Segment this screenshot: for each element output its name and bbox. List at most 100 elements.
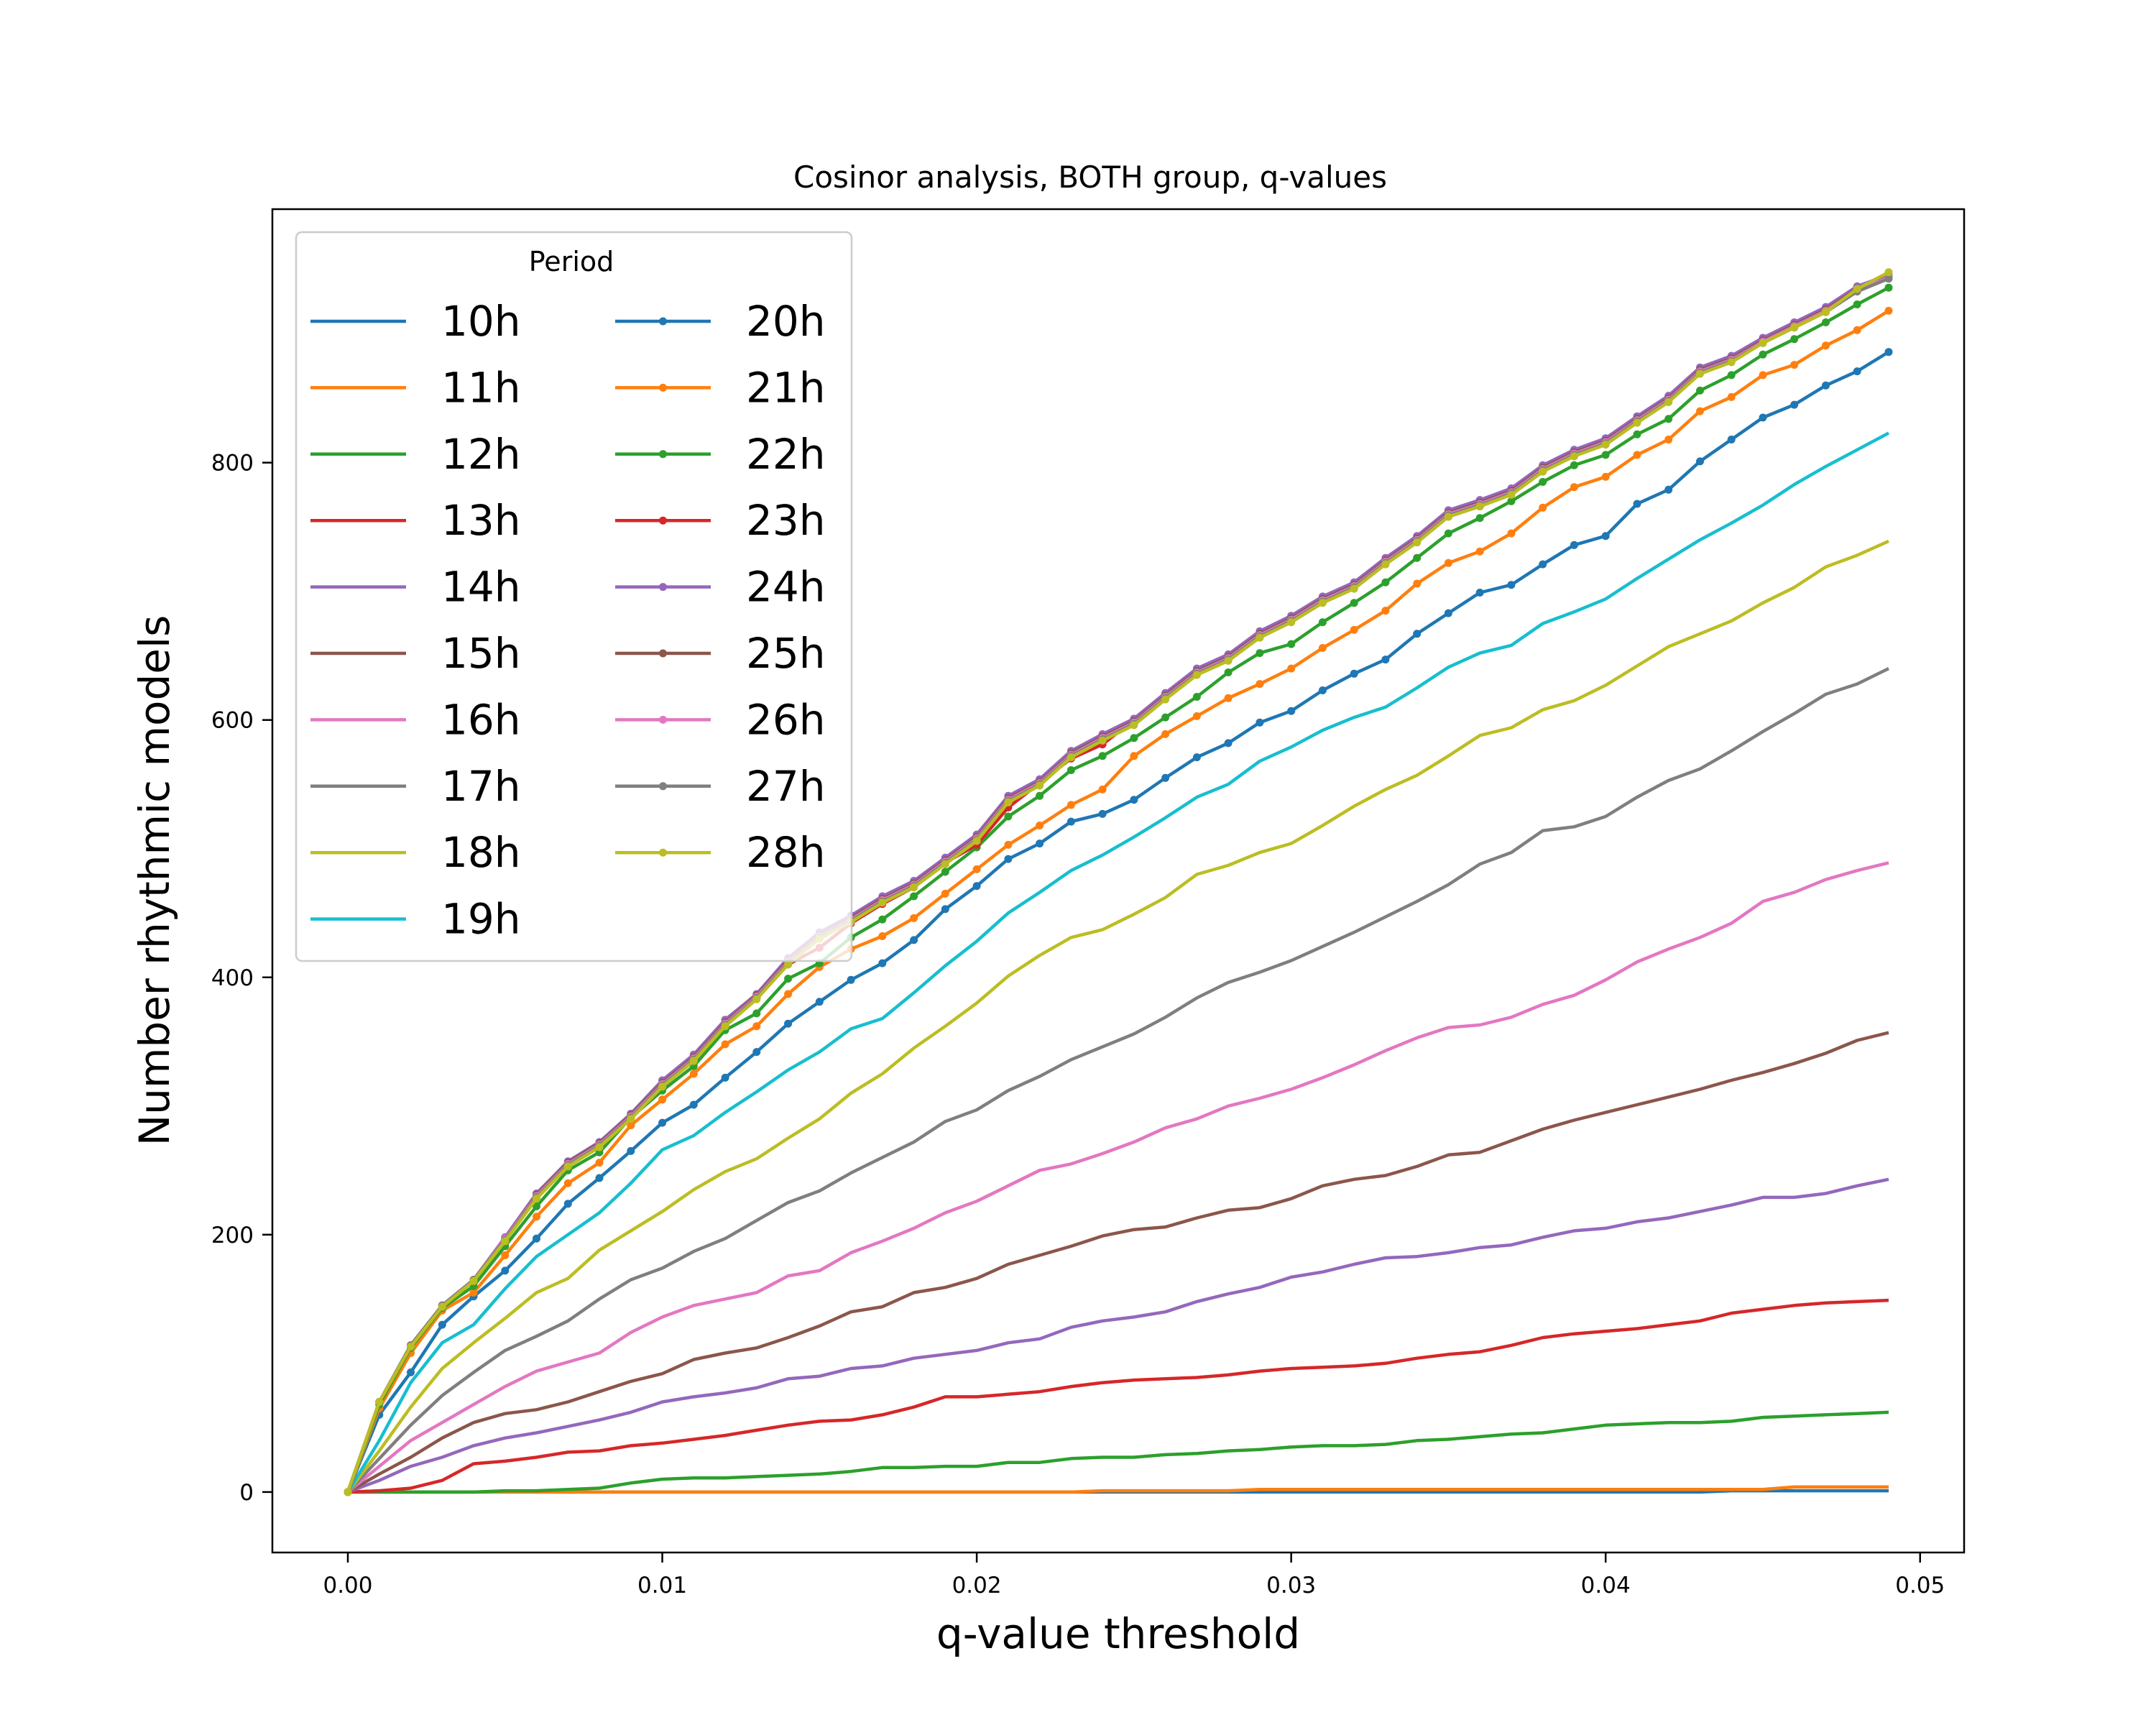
data-point	[1318, 618, 1327, 627]
data-point	[438, 1302, 446, 1311]
legend-label: 17h	[441, 762, 521, 811]
legend-item-27h: 27h	[615, 762, 826, 811]
data-point	[658, 1082, 667, 1091]
series-line	[346, 539, 1889, 1494]
series-14h	[347, 1177, 1889, 1494]
series-15h	[346, 1031, 1889, 1494]
data-point	[627, 1146, 635, 1155]
data-point	[1036, 822, 1044, 829]
data-point	[941, 905, 949, 914]
data-point	[627, 1121, 635, 1130]
data-point	[1601, 451, 1610, 459]
data-point	[1759, 350, 1767, 359]
data-point	[1539, 560, 1547, 569]
data-point	[1601, 532, 1610, 540]
data-point	[1318, 599, 1327, 607]
data-point	[1224, 668, 1233, 676]
data-point	[1727, 436, 1736, 443]
data-point	[721, 1040, 729, 1049]
legend-item-14h: 14h	[310, 563, 521, 612]
series-28h	[344, 268, 1893, 1496]
x-tick-label: 0.02	[952, 1573, 1002, 1598]
data-point	[1413, 579, 1422, 588]
legend-label: 28h	[746, 828, 826, 877]
data-point	[1004, 855, 1013, 863]
data-point	[1067, 766, 1075, 774]
legend-label: 12h	[441, 430, 521, 479]
data-point	[1570, 540, 1578, 549]
data-point	[1004, 798, 1013, 806]
data-point	[563, 1200, 572, 1208]
data-point	[658, 1118, 667, 1127]
data-point	[1539, 478, 1547, 486]
data-point	[407, 1343, 415, 1351]
data-point	[784, 960, 793, 969]
data-point	[1318, 644, 1327, 652]
data-point	[1413, 538, 1422, 547]
data-point	[1444, 558, 1452, 567]
data-point	[1853, 300, 1861, 308]
series-22h	[344, 283, 1893, 1496]
data-point	[752, 995, 761, 1003]
data-point	[1192, 693, 1201, 701]
data-point	[1350, 669, 1358, 678]
legend-label: 19h	[441, 895, 521, 944]
data-point	[1727, 358, 1736, 367]
data-point	[1759, 371, 1767, 380]
data-point	[1822, 341, 1830, 350]
data-point	[469, 1288, 478, 1297]
legend-marker	[659, 715, 667, 724]
data-point	[1633, 500, 1641, 508]
legend-label: 22h	[746, 430, 826, 479]
series-line	[346, 667, 1889, 1494]
data-point	[1350, 599, 1358, 607]
data-point	[438, 1320, 446, 1329]
y-tick-label: 600	[211, 708, 254, 734]
data-point	[1475, 514, 1484, 523]
data-point	[815, 998, 824, 1006]
data-point	[1475, 502, 1484, 510]
legend-item-22h: 22h	[615, 430, 826, 479]
x-tick-label: 0.03	[1266, 1573, 1316, 1598]
legend-item-17h: 17h	[310, 762, 521, 811]
data-point	[344, 1488, 352, 1496]
data-point	[1036, 781, 1044, 790]
data-point	[1224, 694, 1233, 702]
legend-label: 14h	[441, 563, 521, 612]
data-point	[1287, 640, 1296, 648]
data-point	[1036, 840, 1044, 848]
data-point	[1539, 503, 1547, 512]
legend-marker	[659, 383, 667, 392]
data-point	[784, 975, 793, 983]
data-point	[1822, 308, 1830, 316]
series-21h	[344, 306, 1893, 1496]
data-point	[1570, 452, 1578, 461]
legend-marker	[659, 649, 667, 658]
legend-item-15h: 15h	[310, 629, 521, 678]
legend-marker	[659, 450, 667, 459]
data-point	[1350, 584, 1358, 593]
data-point	[1098, 736, 1107, 745]
legend-item-25h: 25h	[615, 629, 826, 678]
data-point	[1130, 721, 1138, 730]
data-point	[1507, 581, 1516, 589]
data-point	[878, 959, 887, 967]
data-point	[941, 860, 949, 868]
y-tick-label: 200	[211, 1223, 254, 1248]
data-point	[533, 1202, 540, 1210]
data-point	[721, 1073, 729, 1082]
data-point	[1727, 392, 1736, 401]
data-point	[784, 1019, 793, 1028]
data-point	[563, 1162, 572, 1171]
legend-label: 25h	[746, 629, 826, 678]
legend-marker	[659, 848, 667, 857]
series-line	[346, 270, 1890, 1493]
legend-item-24h: 24h	[615, 563, 826, 612]
data-point	[1664, 398, 1673, 406]
data-point	[627, 1115, 635, 1123]
data-point	[501, 1266, 510, 1275]
x-tick-label: 0.04	[1581, 1573, 1631, 1598]
data-point	[1570, 461, 1578, 469]
data-point	[972, 837, 981, 845]
data-point	[1256, 718, 1264, 727]
